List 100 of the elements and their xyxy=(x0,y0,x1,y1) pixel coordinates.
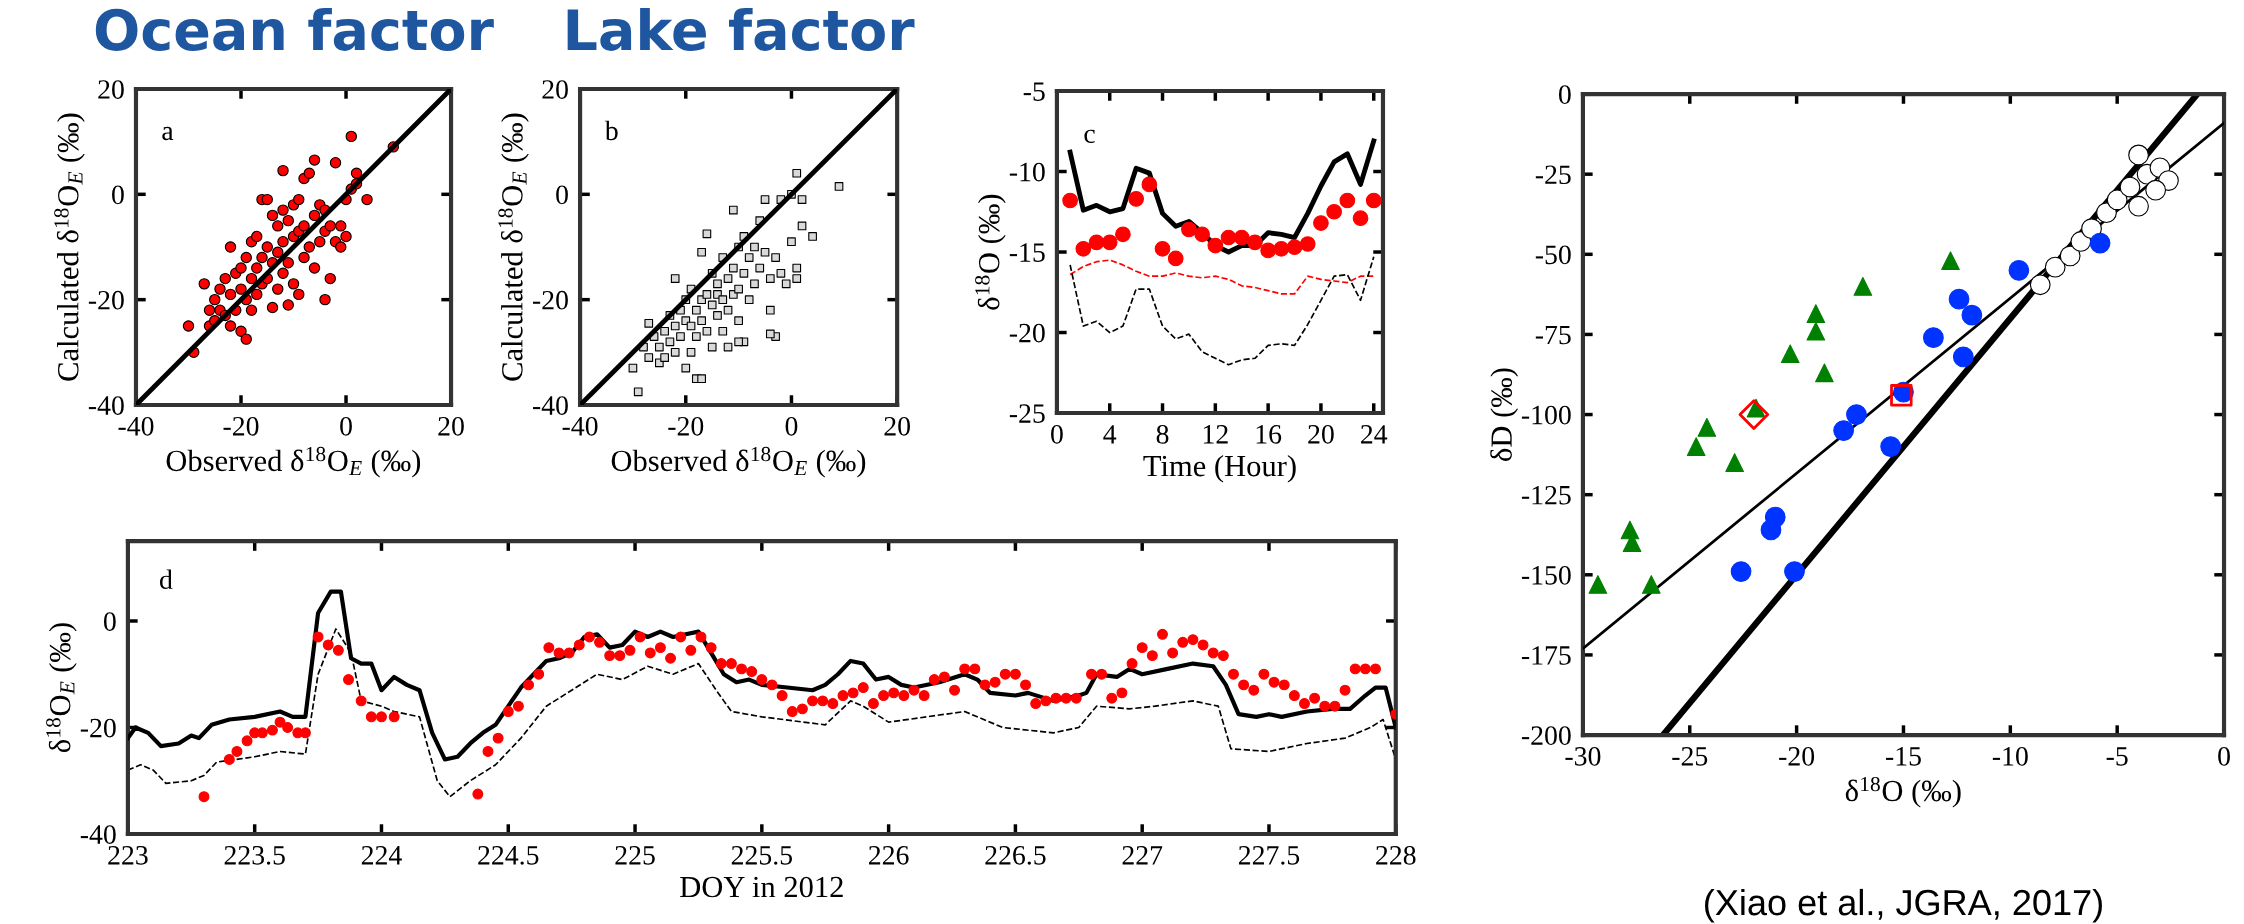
point xyxy=(1326,203,1342,220)
point xyxy=(1833,420,1855,441)
point xyxy=(2145,179,2167,201)
y-tick-label: -125 xyxy=(1521,485,1571,505)
y-tick-label: -40 xyxy=(80,825,116,844)
point xyxy=(1641,575,1661,594)
x-tick-label: 227 xyxy=(1122,845,1163,865)
y-tick-label: 0 xyxy=(1558,85,1571,104)
x-tick-label: -10 xyxy=(1992,746,2028,766)
x-tick-label: 0 xyxy=(2218,746,2230,766)
y-tick-label: -25 xyxy=(1535,165,1571,185)
y-axis-title: δ$^{18}$O$_{E}$ (‰) xyxy=(46,623,77,753)
point xyxy=(1948,288,1970,310)
x-tick-label: -20 xyxy=(668,416,704,436)
y-tick-label: -40 xyxy=(88,396,124,415)
y-tick-label: -175 xyxy=(1521,646,1571,665)
x-tick-label: 24 xyxy=(1361,425,1388,444)
x-tick-label: 12 xyxy=(1203,425,1228,444)
point xyxy=(1806,304,1826,323)
y-tick-label: -75 xyxy=(1535,325,1571,345)
point xyxy=(1181,221,1197,238)
point xyxy=(1313,215,1329,231)
x-tick-label: -40 xyxy=(562,416,598,436)
point xyxy=(1075,240,1092,257)
point xyxy=(1738,399,1770,430)
point xyxy=(1952,346,1974,368)
point xyxy=(1352,210,1369,227)
y-tick-label: 0 xyxy=(556,185,568,205)
point xyxy=(2029,274,2051,296)
x-tick-label: 223.5 xyxy=(224,845,285,865)
x-tick-label: 20 xyxy=(1308,424,1334,444)
x-tick-label: 225.5 xyxy=(731,845,792,865)
point xyxy=(1154,240,1171,257)
point xyxy=(1697,418,1717,437)
y-axis-title: Calculated δ$^{18}$O$_{E}$ (‰) xyxy=(498,113,529,381)
text: (Xiao et al., JGRA, 2017) xyxy=(1705,888,2102,923)
x-tick-label: 0 xyxy=(785,416,798,436)
point xyxy=(1815,363,1834,383)
point xyxy=(1115,226,1131,243)
point xyxy=(2128,144,2149,166)
y-tick-label: -20 xyxy=(80,718,116,738)
annotation: a xyxy=(162,126,174,141)
x-tick-label: -25 xyxy=(1672,747,1708,766)
y-tick-label: -25 xyxy=(1009,404,1045,423)
annotation: b xyxy=(604,120,618,141)
x-tick-label: -20 xyxy=(223,416,259,436)
point xyxy=(2059,245,2081,267)
x-tick-label: 223 xyxy=(108,845,148,865)
y-tick-label: -200 xyxy=(1521,726,1571,745)
x-tick-label: 224.5 xyxy=(478,845,539,865)
point xyxy=(1062,192,1078,209)
x-tick-label: 224 xyxy=(361,845,402,865)
point xyxy=(1167,250,1184,267)
y-tick-label: -15 xyxy=(1009,243,1045,262)
y-tick-label: 0 xyxy=(112,185,124,205)
x-axis-title: Observed δ$^{18}$O$_{E}$ (‰) xyxy=(166,446,421,478)
y-tick-label: -10 xyxy=(1009,162,1045,182)
point xyxy=(1725,453,1744,472)
line-series xyxy=(1069,256,1375,366)
x-tick-label: 226 xyxy=(869,845,909,865)
point xyxy=(2119,176,2141,198)
x-tick-label: -15 xyxy=(1885,747,1921,766)
point xyxy=(1880,436,1902,457)
point xyxy=(1941,251,1960,271)
point xyxy=(2044,256,2066,278)
y-tick-label: -150 xyxy=(1521,565,1571,585)
x-tick-label: 0 xyxy=(340,416,352,436)
point xyxy=(1260,242,1276,259)
y-axis-title: Calculated δ$^{18}$O$_{E}$ (‰) xyxy=(54,113,85,381)
point xyxy=(1961,304,1983,326)
y-tick-label: -20 xyxy=(88,290,124,310)
y-tick-label: -100 xyxy=(1521,405,1571,425)
point xyxy=(1853,277,1873,296)
x-axis-title: Time (Hour) xyxy=(1143,454,1296,483)
x-tick-label: 20 xyxy=(438,416,464,436)
point xyxy=(1730,561,1752,582)
point xyxy=(1339,192,1356,209)
y-tick-label: 20 xyxy=(98,80,124,99)
point xyxy=(1923,327,1944,349)
x-tick-label: 20 xyxy=(884,416,910,436)
point xyxy=(1207,237,1224,254)
x-tick-label: 0 xyxy=(1051,424,1063,444)
y-tick-label: 0 xyxy=(103,612,116,631)
point xyxy=(2008,259,2030,281)
y-tick-label: -50 xyxy=(1535,245,1571,265)
point xyxy=(1247,234,1263,251)
point xyxy=(1273,240,1290,257)
x-tick-label: 227.5 xyxy=(1238,845,1300,865)
x-axis-title: Observed δ$^{18}$O$_{E}$ (‰) xyxy=(611,446,866,478)
x-tick-label: 226.5 xyxy=(985,845,1046,865)
line-series xyxy=(1069,259,1375,295)
y-axis-title: δ$^{18}$O (‰) xyxy=(975,194,1006,310)
x-tick-label: -30 xyxy=(1565,746,1601,766)
y-tick-label: -20 xyxy=(532,290,568,310)
chart-title: Ocean factor xyxy=(95,7,494,51)
x-tick-label: 4 xyxy=(1103,425,1117,444)
x-tick-label: -20 xyxy=(1779,746,1815,766)
y-tick-label: -5 xyxy=(1023,82,1045,101)
x-tick-label: -40 xyxy=(118,416,154,436)
point xyxy=(2081,218,2102,240)
